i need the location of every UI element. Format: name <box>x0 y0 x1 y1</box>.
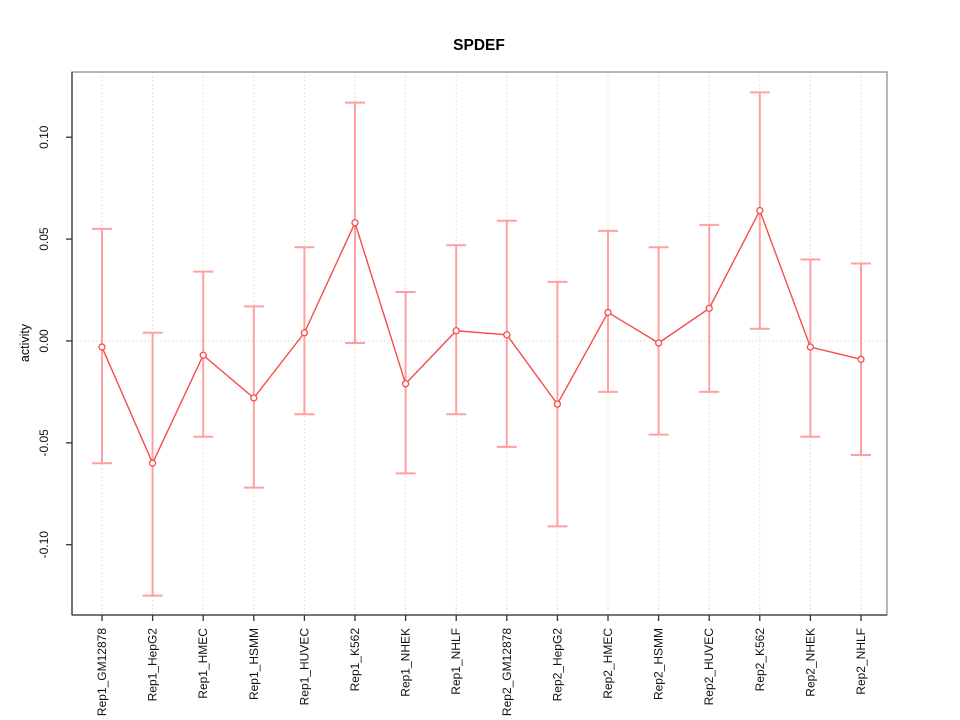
chart-title: SPDEF <box>453 37 505 54</box>
data-point <box>98 343 106 351</box>
y-tick-label: 0.05 <box>37 227 51 251</box>
x-tick-label: Rep1_HSMM <box>247 628 261 700</box>
y-axis-title: activity <box>18 323 32 362</box>
data-point <box>654 339 663 347</box>
data-point <box>401 380 410 388</box>
gridlines <box>72 72 887 615</box>
series-line <box>101 208 862 465</box>
y-tick-label: 0.10 <box>37 125 51 149</box>
x-tick-label: Rep1_HMEC <box>196 628 210 699</box>
x-tick-label: Rep1_NHEK <box>399 628 413 697</box>
data-point <box>452 327 460 335</box>
data-point <box>503 331 511 339</box>
y-tick-label: -0.10 <box>37 531 51 559</box>
x-tick-label: Rep1_HUVEC <box>297 628 311 706</box>
x-tick-label: Rep2_K562 <box>753 628 767 692</box>
y-tick-label: -0.05 <box>37 429 51 457</box>
data-point <box>705 304 713 313</box>
x-axis-ticks: Rep1_GM12878 Rep1_HepG2 Rep1_HMEC Rep1_HSMM… <box>95 615 868 716</box>
x-tick-label: Rep1_NHLF <box>449 628 463 695</box>
data-point <box>148 459 157 467</box>
y-axis-ticks: -0.10 -0.05 0.00 0.05 0.10 <box>37 125 72 558</box>
x-tick-label: Rep2_HMEC <box>601 628 615 699</box>
axes <box>71 72 887 616</box>
x-tick-label: Rep2_HUVEC <box>702 628 716 706</box>
error-bars <box>92 91 871 597</box>
data-points <box>98 206 865 467</box>
x-tick-label: Rep2_GM12878 <box>500 628 514 716</box>
data-point <box>300 329 309 337</box>
x-tick-label: Rep1_HepG2 <box>146 628 160 702</box>
data-point <box>199 351 207 359</box>
plot-area: -0.10 -0.05 0.00 0.05 0.10 Rep1_GM12878 Rep1_H… <box>37 71 888 716</box>
data-point <box>553 400 562 408</box>
y-tick-label: 0.00 <box>37 329 51 353</box>
data-point <box>250 394 258 402</box>
x-tick-label: Rep1_K562 <box>348 628 362 692</box>
x-tick-label: Rep2_HSMM <box>652 628 666 700</box>
data-point <box>756 206 764 215</box>
data-point <box>857 355 865 363</box>
data-point <box>806 343 815 351</box>
x-tick-label: Rep2_NHLF <box>854 628 868 695</box>
data-point <box>351 219 359 227</box>
x-tick-label: Rep2_HepG2 <box>550 628 564 702</box>
x-tick-label: Rep2_NHEK <box>803 628 817 697</box>
x-tick-label: Rep1_GM12878 <box>95 628 109 716</box>
data-point <box>604 308 612 317</box>
plot-border <box>71 71 888 616</box>
